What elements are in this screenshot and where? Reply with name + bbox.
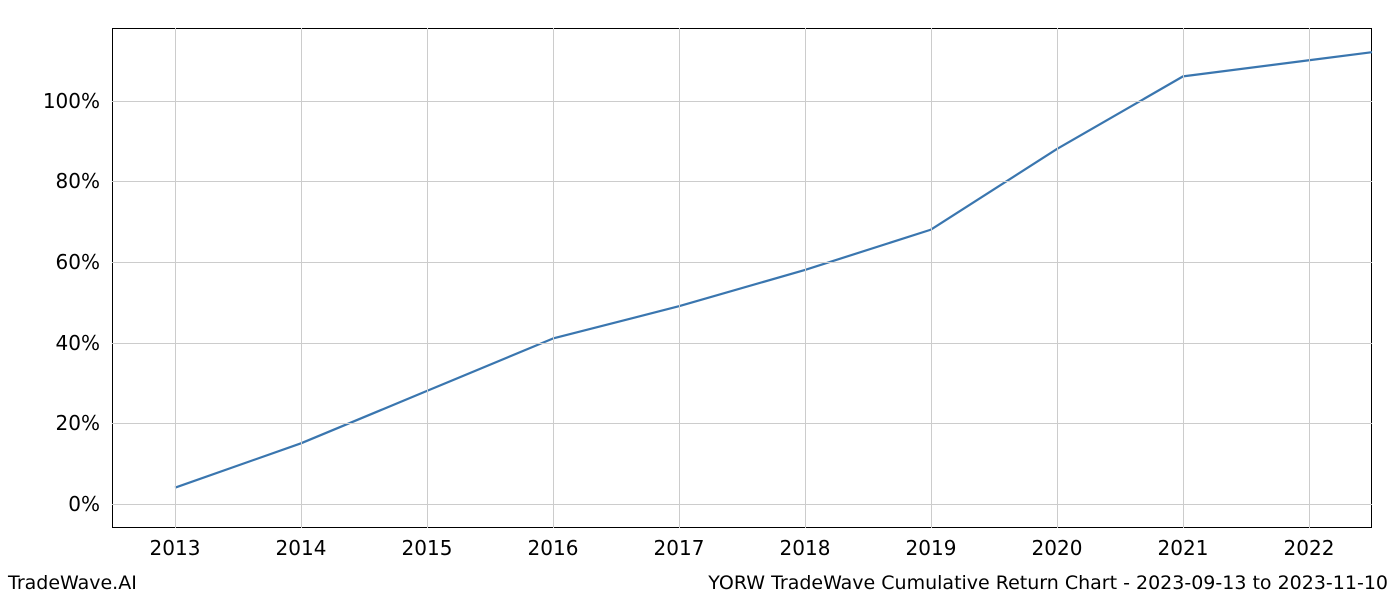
x-grid-line: [301, 28, 302, 528]
y-grid-line: [112, 343, 1372, 344]
y-tick-label: 80%: [56, 169, 100, 193]
x-grid-line: [679, 28, 680, 528]
line-svg: [0, 0, 1400, 600]
x-grid-line: [1057, 28, 1058, 528]
y-grid-line: [112, 101, 1372, 102]
x-tick-label: 2020: [1032, 536, 1083, 560]
x-tick-label: 2021: [1158, 536, 1209, 560]
x-tick-label: 2013: [150, 536, 201, 560]
x-tick-label: 2014: [276, 536, 327, 560]
chart-container: { "chart": { "type": "line", "canvas": {…: [0, 0, 1400, 600]
x-grid-line: [427, 28, 428, 528]
y-tick-label: 60%: [56, 250, 100, 274]
x-grid-line: [175, 28, 176, 528]
y-grid-line: [112, 181, 1372, 182]
y-grid-line: [112, 423, 1372, 424]
x-grid-line: [805, 28, 806, 528]
x-tick-label: 2017: [654, 536, 705, 560]
y-grid-line: [112, 504, 1372, 505]
y-tick-label: 100%: [43, 89, 100, 113]
footer-left: TradeWave.AI: [8, 572, 137, 594]
x-tick-label: 2015: [402, 536, 453, 560]
x-grid-line: [553, 28, 554, 528]
x-tick-label: 2019: [906, 536, 957, 560]
y-tick-label: 20%: [56, 411, 100, 435]
footer-right: YORW TradeWave Cumulative Return Chart -…: [708, 572, 1388, 594]
y-tick-label: 0%: [68, 492, 100, 516]
y-grid-line: [112, 262, 1372, 263]
x-tick-label: 2022: [1284, 536, 1335, 560]
x-grid-line: [1183, 28, 1184, 528]
x-grid-line: [931, 28, 932, 528]
x-tick-label: 2016: [528, 536, 579, 560]
x-tick-label: 2018: [780, 536, 831, 560]
y-tick-label: 40%: [56, 331, 100, 355]
x-grid-line: [1309, 28, 1310, 528]
